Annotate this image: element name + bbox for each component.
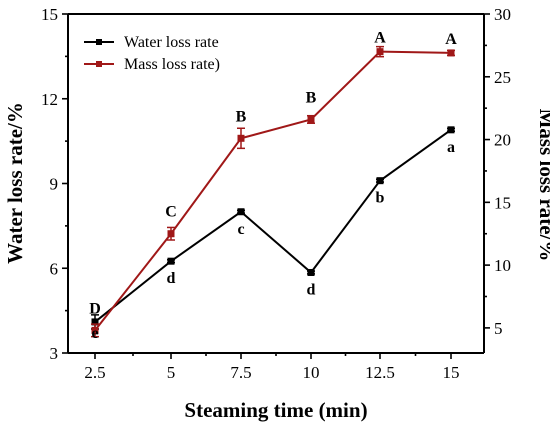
left-y-tick-label: 6	[50, 259, 59, 278]
x-tick-label: 5	[167, 363, 176, 382]
left-y-tick-label: 12	[41, 90, 58, 109]
data-point	[307, 268, 315, 276]
data-label: A	[445, 31, 457, 48]
series-line-1	[94, 50, 452, 332]
x-axis-title: Steaming time (min)	[184, 398, 367, 422]
legend-marker-water	[96, 39, 102, 45]
legend: Water loss rate Mass loss rate)	[84, 34, 220, 73]
legend-label-mass: Mass loss rate)	[124, 56, 220, 73]
right-y-axis-title: Mass loss rate/%	[535, 109, 550, 262]
data-point	[237, 134, 245, 142]
right-y-tick-label: 5	[494, 319, 503, 338]
x-tick-label: 10	[303, 363, 320, 382]
x-tick-label: 2.5	[84, 363, 105, 382]
data-label: D	[89, 300, 101, 317]
legend-label-water: Water loss rate	[124, 34, 219, 51]
left-y-tick-label: 9	[50, 175, 59, 194]
ticks: 2.5 5 7.5 10 12.5 15 3 6 9 12 15 5 10 15 20 25 30	[41, 5, 511, 382]
data-label: B	[306, 89, 317, 106]
series-layer	[91, 45, 455, 338]
data-point	[376, 48, 384, 56]
significance-labels: e d c d b a D C B B A A	[89, 30, 457, 342]
data-label: d	[167, 270, 176, 287]
data-point	[91, 326, 99, 334]
data-point	[447, 49, 455, 57]
data-label: b	[376, 190, 385, 207]
right-y-tick-label: 10	[494, 256, 511, 275]
data-label: e	[91, 325, 98, 342]
data-label: C	[165, 204, 177, 221]
data-point	[376, 177, 384, 185]
data-point	[167, 257, 175, 265]
right-y-tick-label: 15	[494, 193, 511, 212]
right-y-tick-label: 30	[494, 5, 511, 24]
data-label: A	[374, 30, 386, 47]
right-y-tick-label: 25	[494, 68, 511, 87]
x-tick-label: 15	[443, 363, 460, 382]
legend-marker-mass	[96, 61, 102, 67]
data-label: B	[236, 108, 247, 125]
data-point	[167, 230, 175, 238]
left-y-axis-title: Water loss rate/%	[3, 102, 27, 264]
series-line-0	[94, 129, 452, 323]
data-point	[447, 126, 455, 134]
left-y-tick-label: 15	[41, 5, 58, 24]
right-y-tick-label: 20	[494, 131, 511, 150]
x-tick-label: 12.5	[365, 363, 395, 382]
data-label: a	[447, 139, 455, 156]
data-label: c	[237, 221, 244, 238]
data-point	[237, 208, 245, 216]
left-y-tick-label: 3	[50, 344, 59, 363]
data-point	[91, 318, 99, 326]
legend-item-mass: Mass loss rate)	[84, 56, 220, 73]
data-point	[307, 115, 315, 123]
legend-item-water: Water loss rate	[84, 34, 219, 51]
data-label: d	[307, 281, 316, 298]
x-tick-label: 7.5	[230, 363, 251, 382]
